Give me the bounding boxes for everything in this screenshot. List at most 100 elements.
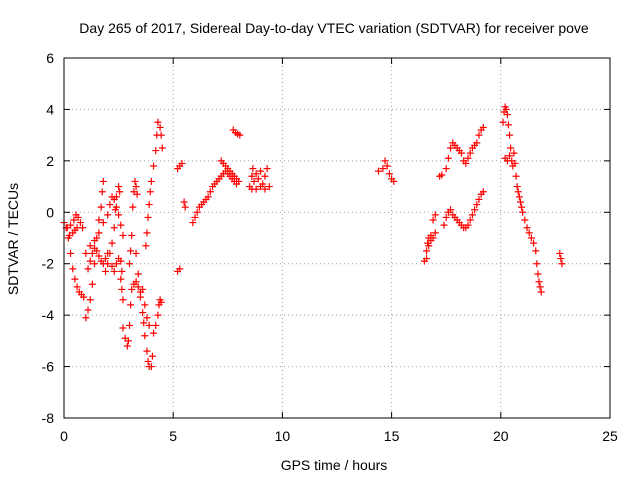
data-point (189, 219, 197, 227)
data-point (423, 255, 431, 263)
data-point (532, 247, 540, 255)
data-point (123, 342, 131, 350)
data-point (513, 183, 521, 191)
data-point (191, 213, 199, 221)
data-point (106, 201, 114, 209)
data-point (479, 123, 487, 131)
data-point (91, 237, 99, 245)
data-point (142, 242, 150, 250)
data-point (115, 211, 123, 219)
data-point (106, 249, 114, 257)
data-point (99, 177, 107, 185)
data-point (144, 213, 152, 221)
data-point (475, 195, 483, 203)
data-point (143, 347, 151, 355)
data-point (442, 165, 450, 173)
data-point (74, 213, 82, 221)
data-point (147, 177, 155, 185)
data-point (521, 216, 529, 224)
data-point (154, 118, 162, 126)
data-point (249, 165, 257, 173)
data-point (99, 219, 107, 227)
plot-frame (63, 57, 611, 419)
data-point (535, 278, 543, 286)
data-point (468, 211, 476, 219)
data-point (69, 265, 77, 273)
data-point (431, 229, 439, 237)
data-point (383, 162, 391, 170)
data-point (506, 152, 514, 160)
data-point (88, 249, 96, 257)
data-point (132, 183, 140, 191)
data-point (374, 167, 382, 175)
data-point (556, 249, 564, 257)
data-point (176, 265, 184, 273)
data-point (514, 188, 522, 196)
y-tick-label: -2 (42, 256, 55, 272)
data-point (116, 188, 124, 196)
data-point (110, 267, 118, 275)
data-point (180, 198, 188, 206)
x-tick-label: 15 (384, 428, 400, 444)
x-tick-label: 25 (602, 428, 618, 444)
data-point (390, 177, 398, 185)
data-point (128, 231, 136, 239)
data-point (427, 237, 435, 245)
data-point (423, 247, 431, 255)
data-point (128, 285, 136, 293)
data-point (86, 257, 94, 265)
data-point (265, 183, 273, 191)
data-point (145, 201, 153, 209)
data-point (504, 121, 512, 129)
data-point (536, 283, 544, 291)
data-point (145, 321, 153, 329)
y-tick-label: -4 (42, 307, 55, 323)
data-point (119, 231, 127, 239)
x-tick-label: 10 (275, 428, 291, 444)
data-point (206, 188, 214, 196)
data-point (144, 357, 152, 365)
data-point (204, 193, 212, 201)
data-point (506, 131, 514, 139)
data-point (132, 278, 140, 286)
data-point (148, 352, 156, 360)
data-point (118, 285, 126, 293)
data-point (104, 260, 112, 268)
data-point (181, 203, 189, 211)
data-point (379, 165, 387, 173)
data-point (110, 224, 118, 232)
data-point (134, 270, 142, 278)
data-point (150, 162, 158, 170)
x-tick-label: 20 (493, 428, 509, 444)
y-axis-label: SDTVAR / TECUs (5, 183, 21, 295)
data-point (126, 260, 134, 268)
data-point (515, 193, 523, 201)
data-point (252, 170, 260, 178)
data-point (143, 229, 151, 237)
data-point (67, 249, 75, 257)
data-point (141, 332, 149, 340)
data-point (507, 144, 515, 152)
x-tick-label: 0 (60, 428, 68, 444)
data-point (108, 262, 116, 270)
data-point (147, 363, 155, 371)
data-point (97, 203, 105, 211)
data-point (139, 285, 147, 293)
data-point (101, 255, 109, 263)
data-point (86, 296, 94, 304)
data-point (154, 311, 162, 319)
data-point (86, 242, 94, 250)
grid-lines (64, 58, 610, 418)
data-point (257, 167, 265, 175)
data-point (104, 211, 112, 219)
data-point (134, 283, 142, 291)
data-point (136, 293, 144, 301)
data-point (141, 301, 149, 309)
data-point (447, 206, 455, 214)
data-point (95, 229, 103, 237)
data-point (537, 288, 545, 296)
data-point (429, 216, 437, 224)
data-point (178, 159, 186, 167)
